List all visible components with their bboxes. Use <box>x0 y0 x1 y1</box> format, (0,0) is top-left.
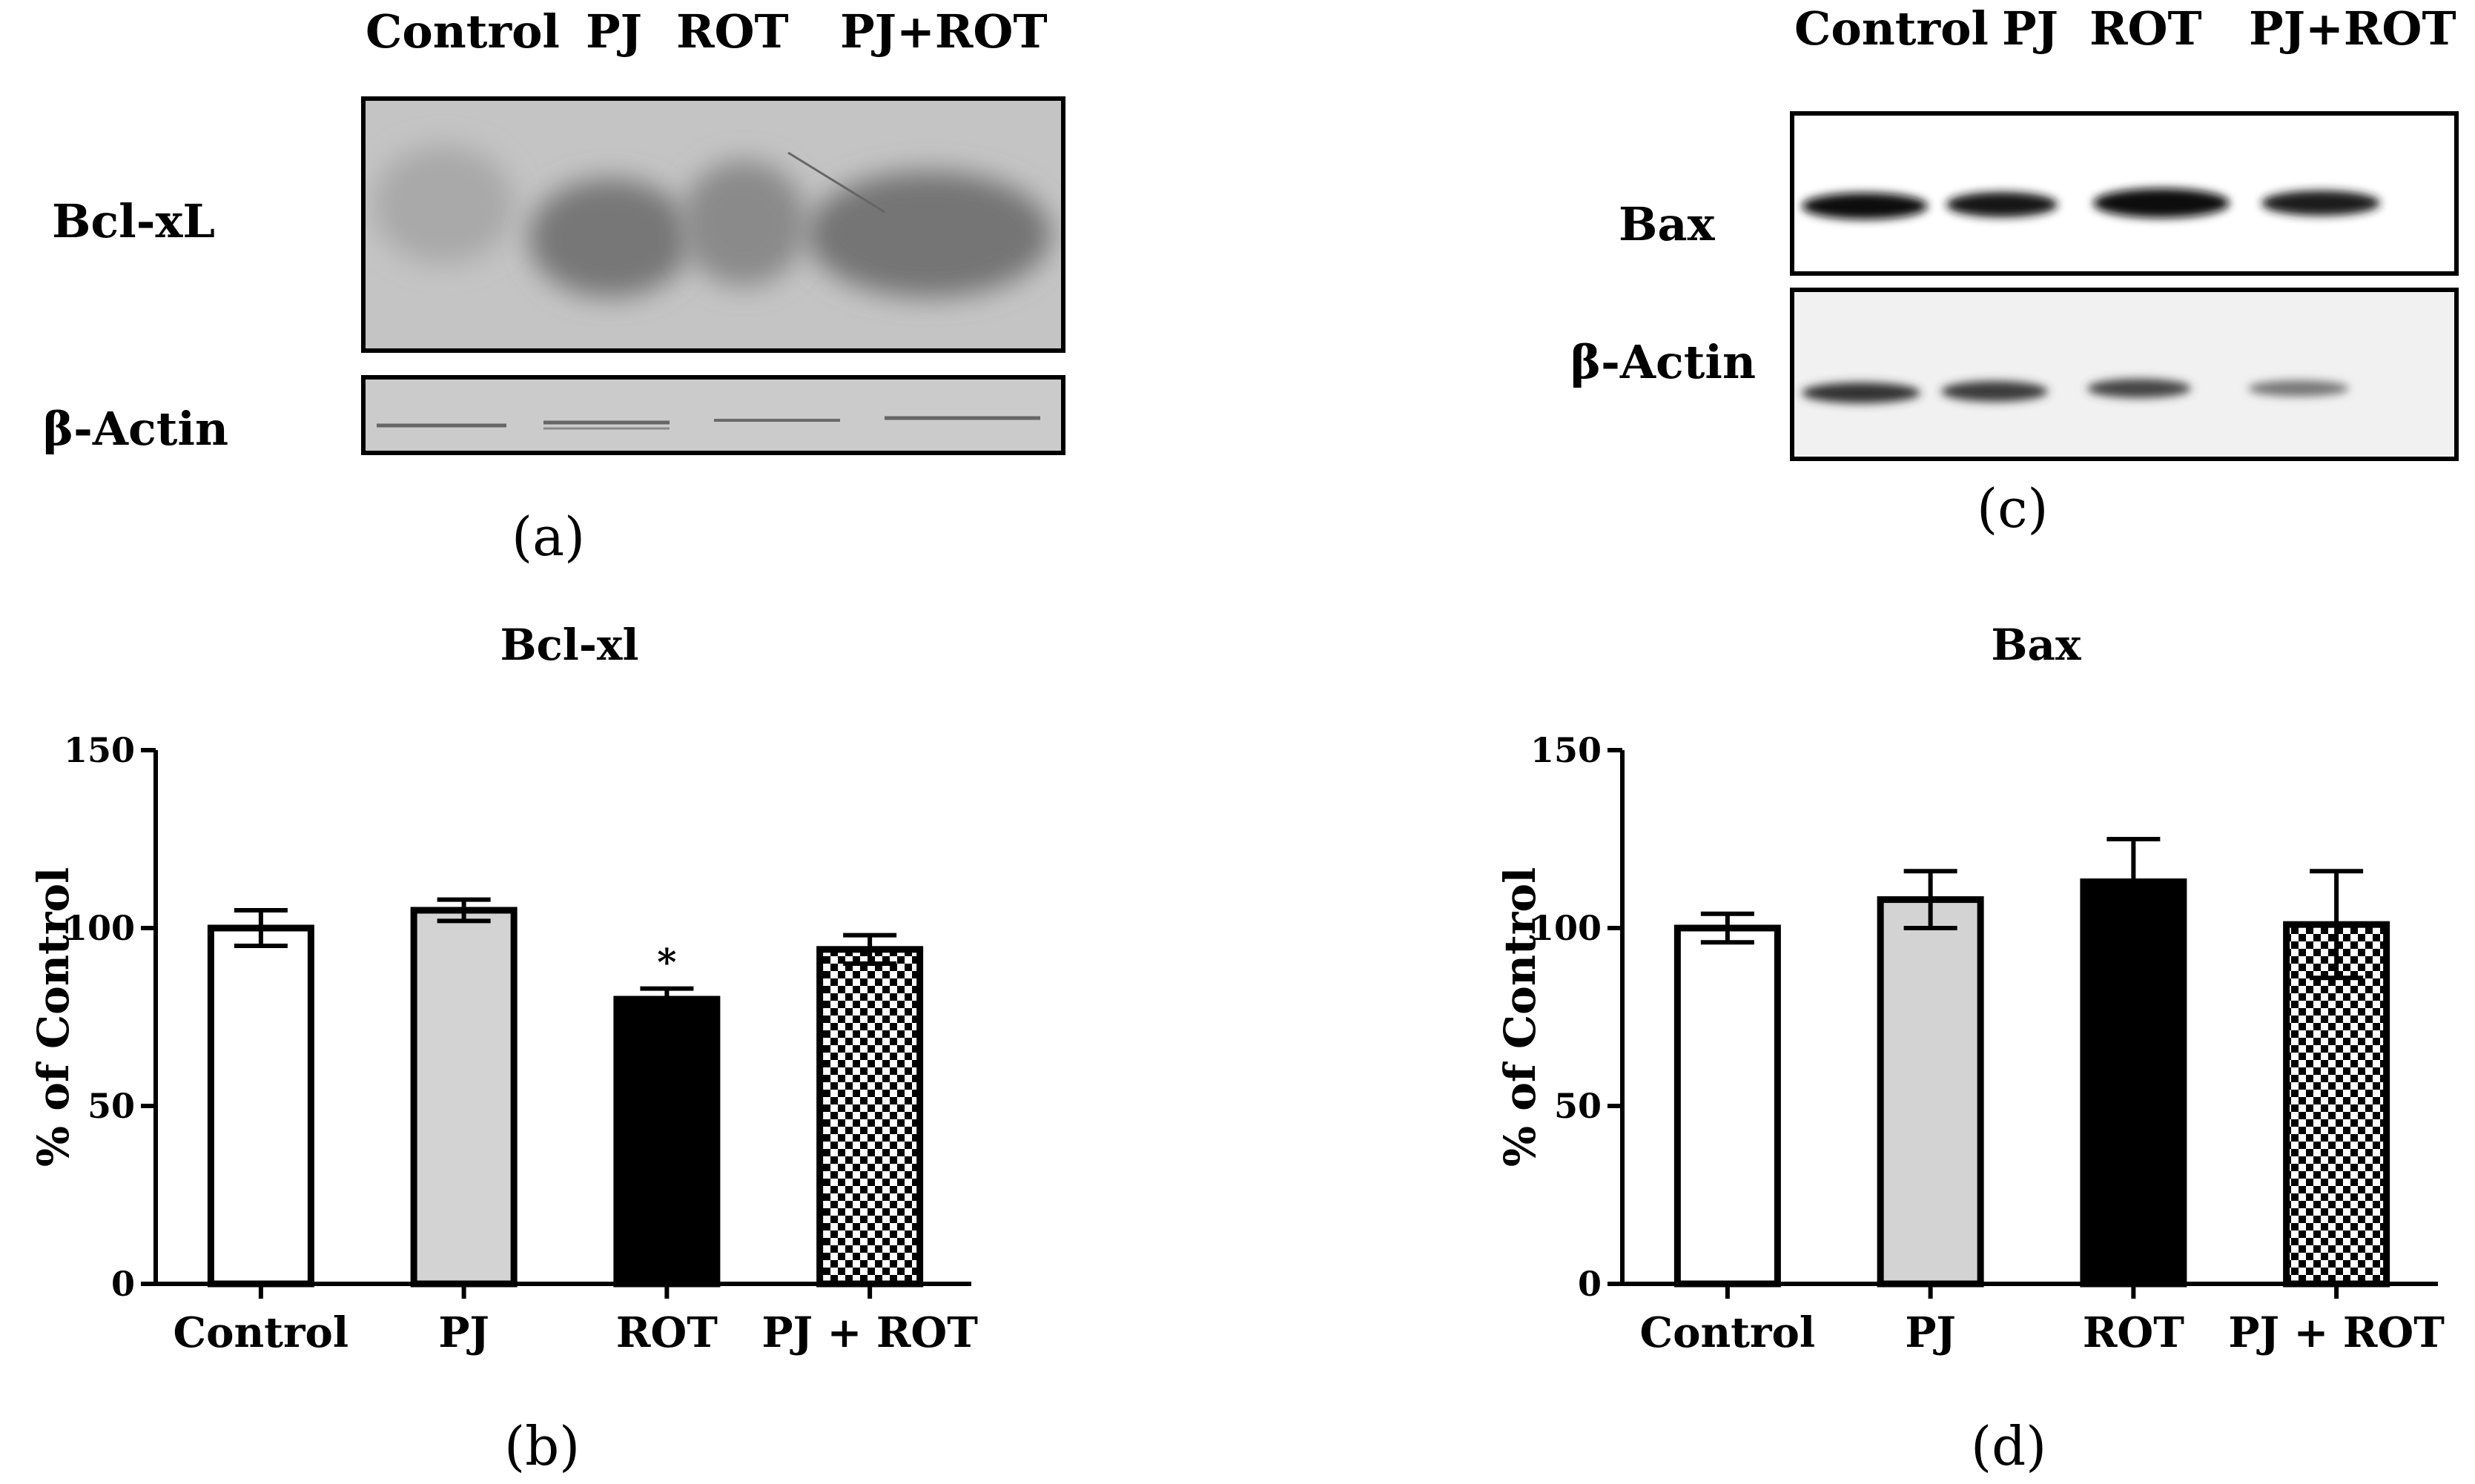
y-tick-label: 0 <box>111 1264 135 1304</box>
y-tick-label: 150 <box>64 730 135 770</box>
beta-actin-bands-c <box>1794 292 2454 457</box>
bar <box>1877 896 1984 1288</box>
beta-actin-blot-c <box>1790 288 2459 461</box>
y-tick-label: 50 <box>87 1086 135 1126</box>
bar <box>2080 878 2187 1288</box>
bcl-xl-blot <box>361 96 1065 353</box>
row-label-beta-actin: β-Actin <box>1570 335 1757 389</box>
lane-label-pj-rot: PJ+ROT <box>2249 1 2456 56</box>
bar <box>816 946 924 1288</box>
x-tick-label: PJ + ROT <box>2228 1308 2445 1357</box>
y-tick-label: 150 <box>1530 730 1602 770</box>
bax-bands <box>1802 188 2380 219</box>
x-tick-label: ROT <box>2083 1308 2184 1357</box>
x-tick-label: Control <box>1640 1308 1816 1357</box>
x-tick-label: PJ <box>1905 1308 1956 1357</box>
panel-letter-c: (c) <box>1977 477 2049 540</box>
lane-label-rot: ROT <box>2089 1 2202 56</box>
lane-label-pj-rot: PJ+ROT <box>840 4 1048 59</box>
lane-label-control: Control <box>1794 1 1989 56</box>
panel-letter-b: (b) <box>504 1415 581 1477</box>
panel-letter-a: (a) <box>512 506 586 568</box>
bar <box>410 907 518 1288</box>
y-axis-label: % of Control <box>1495 867 1545 1167</box>
bar <box>1673 924 1781 1288</box>
bar-chart-d: Bax % of Control 0 50 100 150 Control PJ ROT PJ +… <box>1495 620 2445 1357</box>
panel-letter-d: (d) <box>1971 1415 2047 1477</box>
x-tick-label: PJ <box>438 1308 489 1357</box>
chart-title: Bcl-xl <box>500 620 638 670</box>
bar <box>613 996 721 1288</box>
bar-chart-b: Bcl-xl % of Control 0 50 100 150 Control PJ ROT *… <box>28 620 978 1357</box>
x-tick-label: PJ + ROT <box>761 1308 978 1357</box>
bax-blot <box>1790 111 2459 276</box>
bar <box>2283 921 2390 1288</box>
y-tick-label: 0 <box>1578 1264 1602 1304</box>
beta-actin-bands-a <box>366 380 1061 451</box>
y-tick-label: 100 <box>1530 908 1602 948</box>
x-tick-label: Control <box>174 1308 349 1357</box>
y-axis-label: % of Control <box>28 867 79 1167</box>
lane-label-rot: ROT <box>676 4 789 59</box>
lane-label-pj: PJ <box>586 4 642 59</box>
row-label-bcl-xl: Bcl-xL <box>52 194 215 248</box>
significance-asterisk: * <box>657 941 676 984</box>
lane-label-pj: PJ <box>2002 1 2058 56</box>
lane-label-control: Control <box>366 4 560 59</box>
row-label-bax: Bax <box>1619 197 1715 251</box>
bar <box>207 924 314 1288</box>
beta-actin-blot-a <box>361 375 1065 455</box>
y-tick-label: 100 <box>64 908 135 948</box>
x-tick-label: ROT <box>616 1308 718 1357</box>
y-tick-label: 50 <box>1554 1086 1602 1126</box>
row-label-beta-actin: β-Actin <box>43 402 229 456</box>
chart-title: Bax <box>1991 620 2081 670</box>
bcl-xl-bands <box>366 101 1061 348</box>
